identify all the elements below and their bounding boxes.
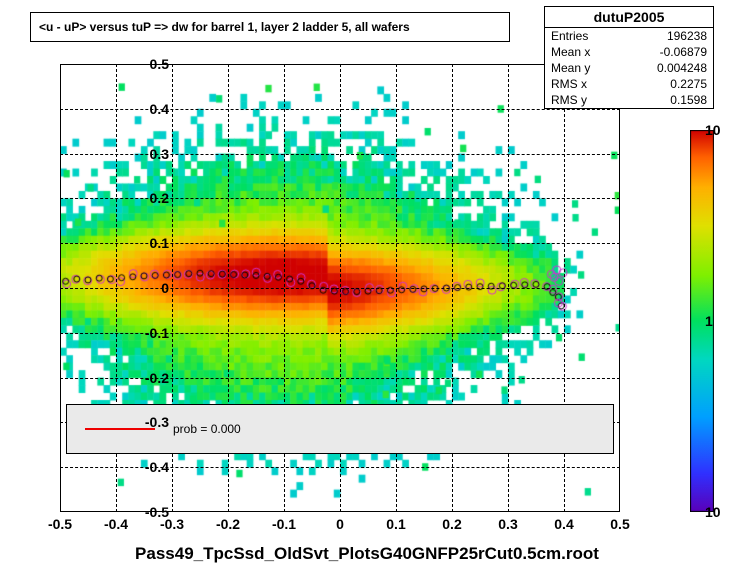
x-tick-label: -0.4 [104, 516, 128, 532]
stats-label: RMS x [551, 77, 587, 91]
x-tick-label: -0.2 [216, 516, 240, 532]
plot-title: <u - uP> versus tuP => dw for barrel 1, … [30, 12, 510, 42]
stats-value: 196238 [667, 29, 707, 43]
x-tick-label: 0 [336, 516, 344, 532]
stats-row: RMS y 0.1598 [545, 92, 713, 108]
y-tick-label: 0.2 [150, 190, 169, 206]
colorbar-label: 10 [705, 122, 721, 138]
chart-container: { "chart": { "type": "heatmap", "title":… [0, 0, 734, 569]
stats-box: dutuP2005 Entries196238Mean x-0.06879Mea… [544, 6, 714, 109]
y-tick-label: -0.3 [145, 414, 169, 430]
x-tick-label: -0.1 [272, 516, 296, 532]
colorbar-label: 1 [705, 313, 713, 329]
y-tick-label: 0 [161, 280, 169, 296]
stats-header: dutuP2005 [545, 7, 713, 28]
stats-label: Mean x [551, 45, 590, 59]
stats-row: Mean x -0.06879 [545, 44, 713, 60]
plot-title-text: <u - uP> versus tuP => dw for barrel 1, … [39, 20, 410, 34]
y-tick-label: -0.4 [145, 459, 169, 475]
plot-area: prob = 0.000 [60, 64, 620, 512]
stats-row: Mean y 0.004248 [545, 60, 713, 76]
stats-label: Mean y [551, 61, 590, 75]
stats-label: RMS y [551, 93, 587, 107]
x-tick-label: 0.3 [498, 516, 517, 532]
x-tick-label: -0.3 [160, 516, 184, 532]
y-tick-label: -0.2 [145, 370, 169, 386]
y-tick-label: -0.1 [145, 325, 169, 341]
x-tick-label: 0.1 [386, 516, 405, 532]
stats-value: 0.1598 [670, 93, 707, 107]
colorbar-label: 10 [705, 504, 721, 520]
stats-rows: Entries 196238 Mean x -0.06879 Mean y 0.00424… [545, 28, 713, 108]
y-tick-label: 0.5 [150, 56, 169, 72]
stats-row: Entries 196238 [545, 28, 713, 44]
x-tick-label: 0.2 [442, 516, 461, 532]
y-tick-label: 0.4 [150, 101, 169, 117]
stats-row: RMS x 0.2275 [545, 76, 713, 92]
legend-text: prob = 0.000 [173, 422, 241, 436]
stats-value: -0.06879 [660, 45, 707, 59]
y-tick-label: 0.3 [150, 146, 169, 162]
bottom-title: Pass49_TpcSsd_OldSvt_PlotsG40GNFP25rCut0… [0, 544, 734, 564]
stats-label: Entries [551, 29, 588, 43]
y-tick-label: 0.1 [150, 235, 169, 251]
x-tick-label: -0.5 [48, 516, 72, 532]
x-tick-label: 0.4 [554, 516, 573, 532]
stats-value: 0.2275 [670, 77, 707, 91]
stats-value: 0.004248 [657, 61, 707, 75]
x-tick-label: 0.5 [610, 516, 629, 532]
